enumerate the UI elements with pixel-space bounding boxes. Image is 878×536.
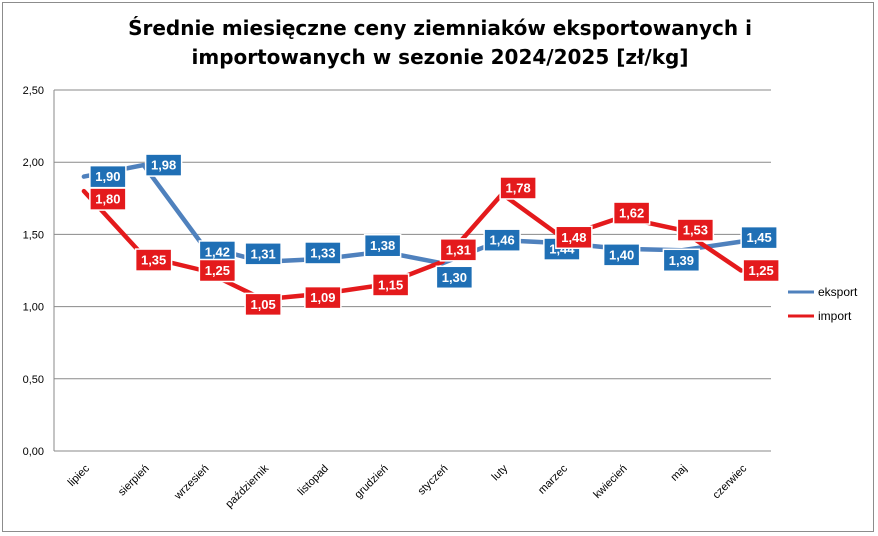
data-label-box-eksport: [602, 243, 641, 267]
x-tick-label: marzec: [536, 462, 570, 496]
data-label-box-import: [134, 248, 173, 272]
y-tick-label: 0,00: [23, 446, 44, 458]
data-label-eksport: 1,33: [310, 245, 335, 260]
data-label-import: 1,80: [95, 192, 120, 207]
x-tick-label: lipiec: [66, 462, 93, 489]
data-label-import: 1,25: [748, 263, 773, 278]
data-label-eksport: 1,90: [95, 169, 120, 184]
data-label-box-import: [742, 258, 780, 283]
data-label-import: 1,48: [561, 230, 586, 245]
data-label-eksport: 1,46: [489, 233, 514, 248]
data-label-box-import: [439, 238, 478, 262]
y-tick-label: 1,00: [23, 302, 44, 314]
data-label-import: 1,62: [619, 206, 644, 221]
x-tick-label: grudzień: [352, 463, 390, 501]
data-label-import: 1,15: [378, 277, 403, 292]
x-tick-label: październik: [223, 462, 271, 510]
x-tick-label: listopad: [296, 463, 331, 498]
data-label-box-eksport: [244, 242, 282, 266]
data-label-box-import: [198, 258, 237, 283]
data-label-box-eksport: [483, 228, 521, 252]
data-label-eksport: 1,39: [669, 253, 694, 268]
data-label-eksport: 1,31: [250, 246, 275, 261]
data-label-import: 1,25: [205, 263, 230, 278]
data-label-eksport: 1,45: [746, 230, 771, 245]
data-label-box-eksport: [304, 241, 342, 265]
data-label-eksport: 1,40: [609, 247, 634, 262]
y-tick-label: 1,50: [23, 229, 44, 241]
y-tick-label: 2,50: [23, 85, 44, 97]
data-label-import: 1,35: [141, 253, 166, 268]
data-label-box-eksport: [662, 248, 701, 273]
data-label-import: 1,53: [683, 223, 708, 238]
x-tick-label: wrzesień: [172, 463, 212, 503]
x-tick-label: sierpień: [116, 463, 152, 499]
data-label-eksport: 1,38: [370, 238, 395, 253]
data-label-box-import: [555, 225, 593, 250]
data-label-box-import: [304, 285, 342, 310]
data-label-box-import: [371, 273, 410, 297]
data-label-box-eksport: [740, 225, 778, 250]
data-label-import: 1,31: [446, 242, 471, 257]
data-label-eksport: 1,30: [442, 270, 467, 285]
data-label-import: 1,05: [250, 297, 275, 312]
chart-title: Średnie miesięczne ceny ziemniaków ekspo…: [60, 14, 820, 72]
data-label-box-eksport: [435, 265, 474, 290]
data-label-box-eksport: [144, 153, 183, 177]
x-tick-label: kwiecień: [591, 463, 629, 501]
data-label-eksport: 1,42: [205, 244, 230, 259]
legend-label-eksport: eksport: [818, 285, 858, 299]
legend-label-import: import: [818, 309, 852, 323]
data-label-import: 1,78: [505, 180, 530, 195]
y-tick-label: 2,00: [23, 157, 44, 169]
x-tick-label: luty: [490, 462, 511, 483]
data-label-box-import: [612, 201, 651, 225]
data-label-box-eksport: [363, 233, 402, 258]
data-label-box-import: [244, 292, 282, 317]
data-label-box-import: [499, 176, 537, 200]
chart-title-line-2: importowanych w sezonie 2024/2025 [zł/kg…: [191, 45, 689, 69]
x-tick-label: styczeń: [416, 463, 451, 498]
chart-title-line-1: Średnie miesięczne ceny ziemniaków ekspo…: [128, 16, 752, 40]
x-tick-label: maj: [668, 463, 689, 484]
data-label-import: 1,09: [310, 290, 335, 305]
data-label-eksport: 1,98: [151, 158, 176, 173]
data-label-box-import: [676, 218, 715, 242]
x-tick-label: czerwiec: [710, 462, 749, 501]
data-label-box-import: [89, 187, 127, 211]
y-tick-label: 0,50: [23, 374, 44, 386]
